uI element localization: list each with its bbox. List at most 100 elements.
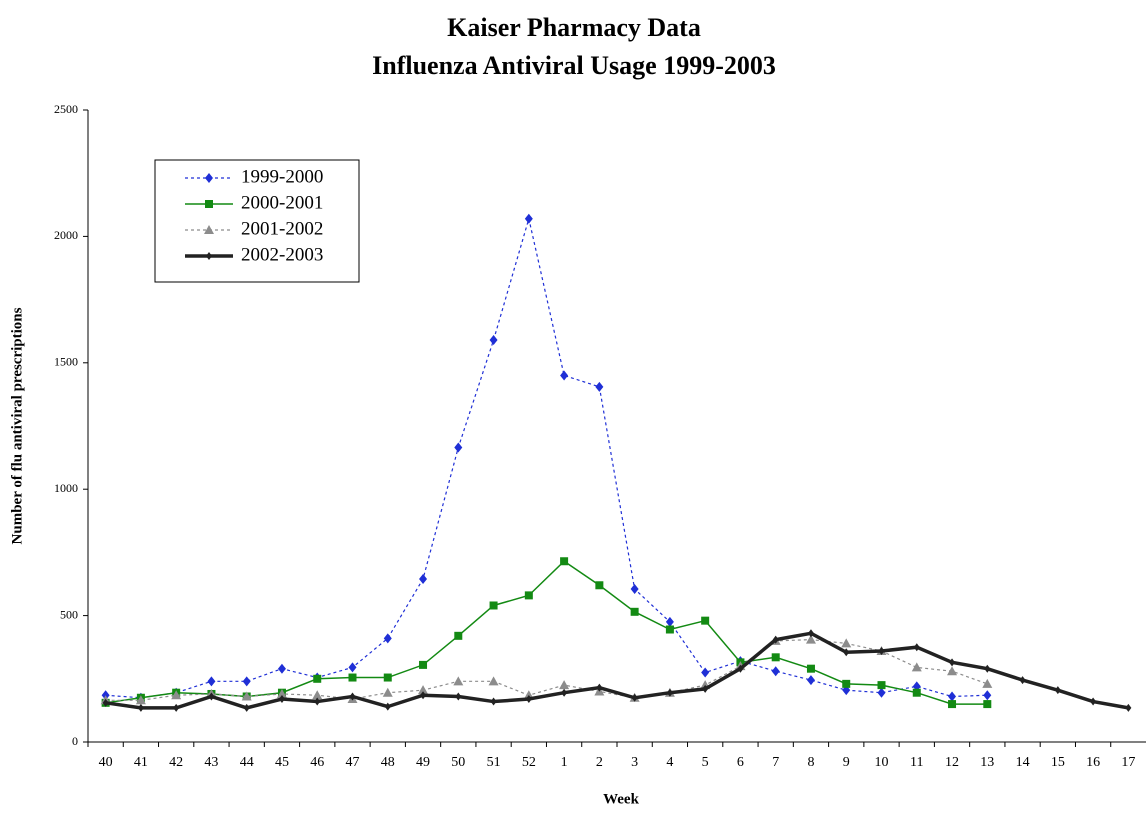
marker <box>243 703 250 712</box>
marker <box>137 703 144 712</box>
marker <box>807 629 814 638</box>
x-tick-label: 43 <box>204 755 218 770</box>
x-tick-label: 9 <box>843 755 850 770</box>
legend-label: 2002-2003 <box>241 244 323 265</box>
marker <box>454 631 463 640</box>
x-tick-label: 16 <box>1086 755 1100 770</box>
marker <box>348 673 357 682</box>
legend-label: 2000-2001 <box>241 192 323 213</box>
x-tick-label: 11 <box>910 755 923 770</box>
x-tick-label: 12 <box>945 755 959 770</box>
x-tick-label: 50 <box>451 755 465 770</box>
x-tick-label: 51 <box>487 755 501 770</box>
chart-subtitle: Influenza Antiviral Usage 1999-2003 <box>372 51 776 80</box>
marker <box>205 173 213 183</box>
x-tick-label: 15 <box>1051 755 1065 770</box>
x-tick-label: 4 <box>666 755 673 770</box>
y-tick-label: 2500 <box>54 102 78 116</box>
x-tick-label: 46 <box>310 755 324 770</box>
marker <box>702 684 709 693</box>
x-tick-label: 47 <box>346 755 360 770</box>
marker <box>314 697 321 706</box>
marker <box>948 691 957 702</box>
marker <box>313 674 322 683</box>
series-line <box>105 218 988 699</box>
marker <box>101 690 110 701</box>
x-axis-label: Week <box>603 791 639 807</box>
marker <box>489 601 498 610</box>
marker <box>1019 676 1026 685</box>
marker <box>912 688 921 697</box>
marker <box>560 370 569 381</box>
x-tick-label: 7 <box>772 755 779 770</box>
x-tick-label: 41 <box>134 755 148 770</box>
y-tick-label: 1500 <box>54 355 78 369</box>
marker <box>983 690 992 701</box>
marker <box>205 200 213 208</box>
marker <box>737 664 744 673</box>
marker <box>207 676 216 687</box>
marker <box>348 662 357 673</box>
marker <box>173 703 180 712</box>
marker <box>877 687 886 698</box>
marker <box>241 691 252 701</box>
marker <box>489 335 498 346</box>
y-tick-label: 1000 <box>54 481 78 495</box>
x-tick-label: 10 <box>875 755 889 770</box>
marker <box>382 687 393 697</box>
marker <box>877 681 886 690</box>
legend-label: 2001-2002 <box>241 218 323 239</box>
marker <box>596 683 603 692</box>
marker <box>771 666 780 677</box>
marker <box>349 692 356 701</box>
series-line <box>105 639 988 701</box>
marker <box>878 646 885 655</box>
marker <box>665 625 674 634</box>
marker <box>701 667 710 678</box>
marker <box>524 213 533 224</box>
marker <box>171 690 182 700</box>
marker <box>630 607 639 616</box>
marker <box>665 616 674 627</box>
x-tick-label: 8 <box>807 755 814 770</box>
marker <box>1090 697 1097 706</box>
marker <box>418 685 429 695</box>
marker <box>561 688 568 697</box>
x-tick-label: 45 <box>275 755 289 770</box>
x-tick-label: 14 <box>1016 755 1030 770</box>
marker <box>595 581 604 590</box>
marker <box>419 660 428 669</box>
marker <box>806 675 815 686</box>
x-tick-label: 5 <box>702 755 709 770</box>
marker <box>631 693 638 702</box>
marker <box>984 664 991 673</box>
marker <box>102 698 109 707</box>
marker <box>278 695 285 704</box>
marker <box>208 692 215 701</box>
marker <box>525 695 532 704</box>
chart-title: Kaiser Pharmacy Data <box>447 13 701 42</box>
marker <box>560 557 569 566</box>
marker <box>135 695 146 705</box>
marker <box>843 648 850 657</box>
marker <box>454 442 463 453</box>
legend-box <box>154 159 360 283</box>
marker <box>204 225 214 234</box>
marker <box>488 676 499 686</box>
y-axis-label: Number of flu antiviral prescriptions <box>9 307 25 544</box>
marker <box>420 691 427 700</box>
series-line <box>105 631 1129 710</box>
marker <box>1054 686 1061 695</box>
x-tick-label: 48 <box>381 755 395 770</box>
marker <box>383 633 392 644</box>
marker <box>524 591 533 600</box>
x-tick-label: 6 <box>737 755 744 770</box>
marker <box>595 381 604 392</box>
marker <box>841 638 852 648</box>
marker <box>913 643 920 652</box>
marker <box>805 634 816 644</box>
y-tick-label: 500 <box>60 607 78 621</box>
marker <box>277 663 286 674</box>
marker <box>455 692 462 701</box>
